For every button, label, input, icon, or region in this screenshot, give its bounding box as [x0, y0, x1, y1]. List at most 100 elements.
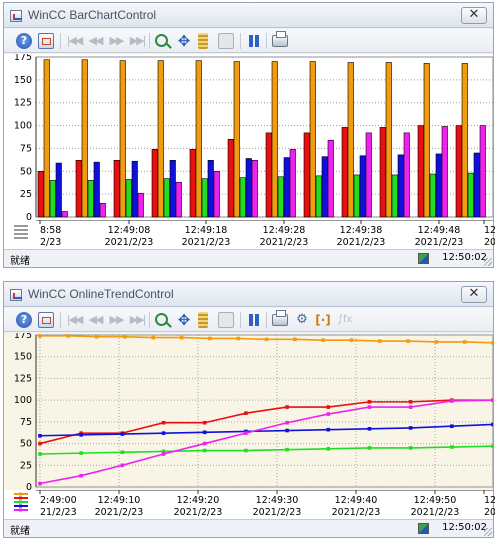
zoom-area-icon[interactable]	[155, 34, 168, 47]
previous-data-icon[interactable]: ◀◀	[88, 313, 104, 326]
trend-statusbar: 就绪 12:50:02	[4, 519, 493, 537]
bar	[119, 60, 126, 218]
first-data-icon[interactable]: |◀◀	[66, 34, 84, 47]
bar	[169, 160, 176, 218]
bar	[43, 59, 50, 218]
trend-point	[161, 452, 166, 456]
first-data-icon[interactable]: |◀◀	[66, 313, 84, 326]
trend-point	[491, 398, 493, 402]
next-data-icon[interactable]: ▶▶	[109, 34, 125, 47]
start-stop-icon[interactable]	[246, 312, 262, 328]
help-icon[interactable]: ?	[16, 312, 32, 328]
y-tick-label: 50	[20, 166, 32, 177]
zoom-area-icon[interactable]	[155, 313, 168, 326]
time-icon	[418, 523, 429, 534]
bar	[175, 181, 182, 218]
legend-series-marker	[19, 500, 22, 504]
trend-point	[123, 334, 127, 339]
bar	[157, 60, 164, 218]
bar	[227, 138, 234, 218]
statistics-area-icon[interactable]: [·]	[315, 313, 331, 327]
bar	[365, 132, 372, 218]
trend-point	[264, 337, 269, 342]
trend-point	[367, 427, 372, 431]
bar-chart-plot-area[interactable]: 0 25 50 75 100 125 150 175	[4, 54, 493, 220]
bar	[303, 132, 310, 218]
trend-point	[38, 441, 42, 446]
trend-x-axis-svg: 2:49:0021/2/2312:49:102021/2/2312:49:202…	[14, 490, 495, 518]
configure-dialog-icon[interactable]	[38, 33, 54, 49]
x-tick-time: 12:49:20	[177, 495, 220, 506]
bar	[429, 173, 436, 218]
bar	[61, 211, 68, 218]
x-tick-time: 12:49:40	[335, 495, 378, 506]
bar	[359, 155, 366, 218]
bar	[379, 127, 386, 218]
y-tick-label: 125	[14, 98, 32, 109]
statistics-icon[interactable]: ∫fx	[337, 314, 353, 325]
trend-point	[367, 405, 372, 409]
last-data-icon[interactable]: ▶▶|	[129, 313, 147, 326]
trend-point	[434, 340, 439, 344]
trend-close-button[interactable]: ✕	[461, 286, 487, 303]
trend-plot-area[interactable]: 0 25 50 75 100 125 150 175	[4, 333, 493, 490]
start-stop-icon[interactable]	[246, 33, 262, 49]
legend-series-marker	[19, 508, 22, 512]
bar	[271, 61, 278, 218]
bar-chart-titlebar[interactable]: WinCC BarChartControl ✕	[4, 3, 493, 28]
last-data-icon[interactable]: ▶▶|	[129, 34, 147, 47]
ruler-icon[interactable]	[198, 312, 208, 328]
move-area-icon[interactable]: ✥	[177, 32, 191, 50]
y-tick-label: 150	[14, 75, 32, 86]
original-view-icon[interactable]	[218, 312, 234, 328]
resize-grip-icon[interactable]	[484, 528, 492, 536]
help-icon[interactable]: ?	[16, 33, 32, 49]
y-tick-label: 175	[14, 54, 32, 63]
bar	[137, 192, 144, 218]
print-icon[interactable]	[272, 310, 288, 326]
trend-point	[450, 445, 454, 449]
trend-toolbar: ? |◀◀ ◀◀ ▶▶ ▶▶| ✥ ⚙ [·] ∫fx	[4, 308, 493, 332]
original-view-icon[interactable]	[218, 33, 234, 49]
trend-point	[38, 452, 42, 456]
trend-point	[406, 339, 410, 343]
y-tick-label: 50	[20, 439, 32, 450]
y-tick-label: 150	[14, 352, 32, 363]
trend-point	[38, 433, 42, 438]
y-tick-label: 125	[14, 373, 32, 384]
trend-titlebar[interactable]: WinCC OnlineTrendControl ✕	[4, 282, 493, 307]
print-icon[interactable]	[272, 31, 288, 47]
bar	[251, 160, 258, 218]
next-data-icon[interactable]: ▶▶	[109, 313, 125, 326]
x-tick-time: 12:49:10	[98, 495, 141, 506]
bar	[473, 152, 480, 218]
trend-point	[208, 336, 212, 341]
trend-window: WinCC OnlineTrendControl ✕ ? |◀◀ ◀◀ ▶▶ ▶…	[3, 281, 495, 538]
bar	[75, 160, 82, 218]
move-area-icon[interactable]: ✥	[177, 311, 191, 329]
y-tick-label: 75	[20, 417, 32, 428]
y-tick-label: 25	[20, 189, 32, 200]
y-tick-label: 100	[14, 121, 32, 132]
previous-data-icon[interactable]: ◀◀	[88, 34, 104, 47]
trend-point	[94, 334, 99, 339]
y-tick-label: 75	[20, 143, 32, 154]
ruler-icon[interactable]	[198, 33, 208, 49]
bar	[99, 202, 106, 218]
trend-point	[202, 448, 207, 453]
x-tick-date: 2/23	[40, 237, 61, 248]
trend-point	[79, 433, 83, 437]
connect-tags-icon[interactable]: ⚙	[296, 312, 308, 327]
bar	[93, 161, 100, 218]
legend-series-marker	[19, 492, 22, 496]
time-icon	[418, 253, 429, 264]
trend-status-text: 就绪	[10, 526, 30, 537]
resize-grip-icon[interactable]	[484, 258, 492, 266]
bar-chart-close-button[interactable]: ✕	[461, 7, 487, 24]
legend-series-marker	[19, 504, 22, 508]
configure-dialog-icon[interactable]	[38, 312, 54, 328]
bar	[423, 63, 430, 218]
trend-svg: 0 25 50 75 100 125 150 175	[14, 333, 493, 490]
bar	[289, 149, 296, 218]
x-tick-date: 2021/2/23	[95, 507, 144, 518]
